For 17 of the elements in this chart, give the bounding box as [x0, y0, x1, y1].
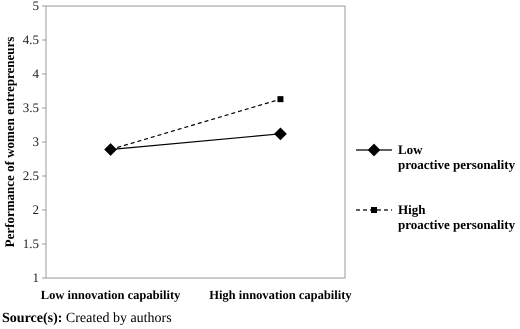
point — [274, 127, 287, 140]
source-note: Source(s): Created by authors — [2, 311, 172, 326]
y-tick-label: 2.5 — [22, 168, 39, 184]
y-axis-title: Performance of women entrepreneurs — [2, 36, 17, 248]
y-tick-label: 4 — [32, 66, 40, 82]
y-tick-label: 2 — [32, 202, 39, 218]
x-tick-label: High innovation capability — [209, 288, 352, 302]
y-tick-label: 3.5 — [22, 100, 39, 116]
point — [277, 96, 284, 102]
y-tick-label: 4.5 — [22, 32, 39, 48]
x-tick-label: Low innovation capability — [40, 288, 182, 302]
y-tick-label: 5 — [32, 0, 39, 14]
y-tick-label: 1 — [32, 270, 39, 286]
legend-label: High proactive personality — [398, 202, 516, 232]
y-tick-label: 1.5 — [22, 236, 39, 252]
y-tick-label: 3 — [32, 134, 39, 150]
legend-label: Low proactive personality — [398, 142, 516, 172]
